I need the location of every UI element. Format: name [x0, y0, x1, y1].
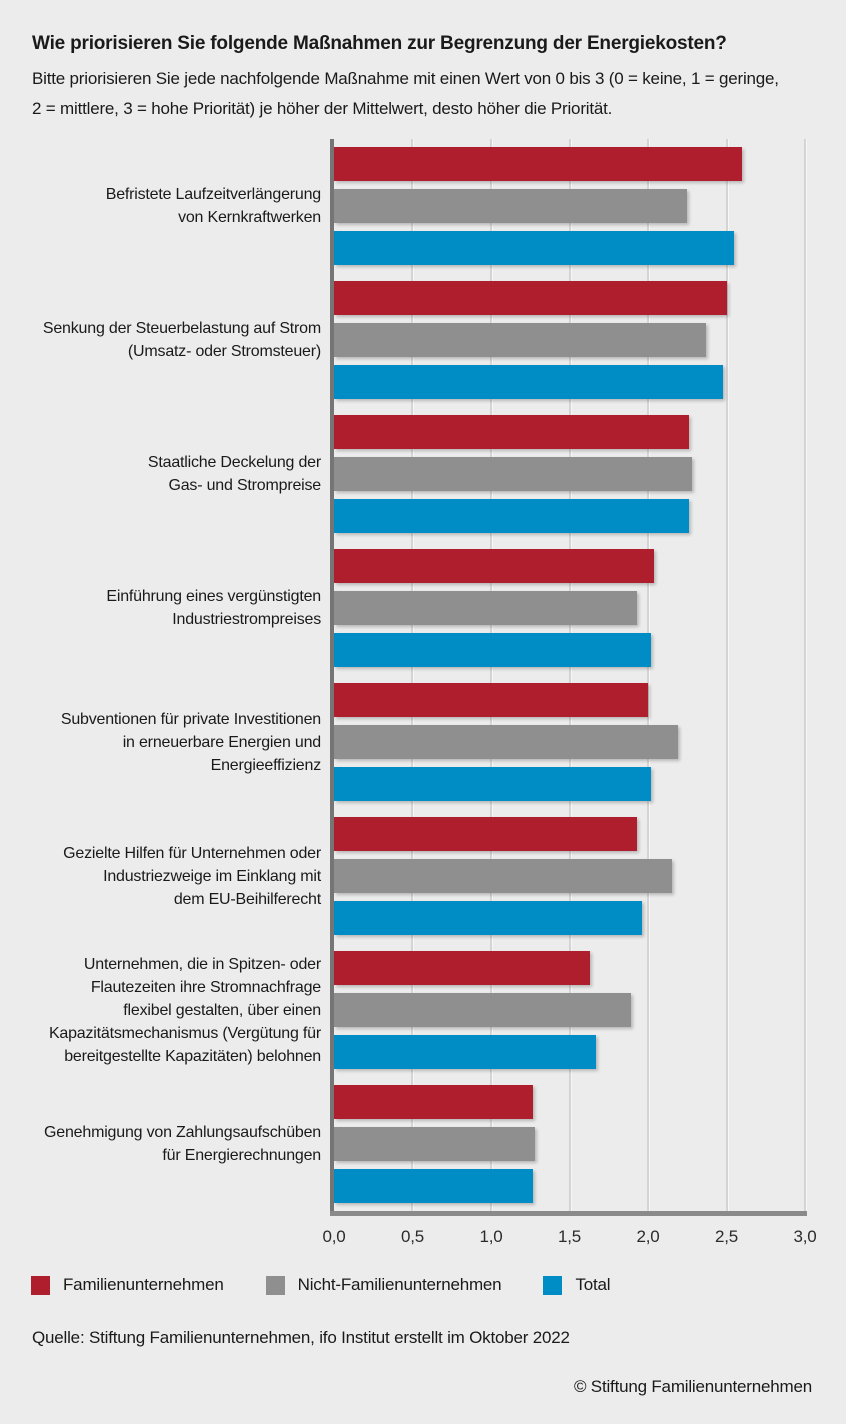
plot-wrap: 0,0 0,5 1,0 1,5 2,0 2,5 3,0 — [322, 139, 817, 1255]
source-note: Quelle: Stiftung Familienunternehmen, if… — [32, 1328, 570, 1347]
chart-subtitle: Bitte priorisieren Sie jede nachfolgende… — [32, 69, 779, 118]
bar-total — [334, 365, 724, 399]
category-label: Subventionen für private Investitionen i… — [60, 710, 321, 774]
bar-nicht-familienunternehmen — [334, 323, 707, 357]
copyright-note: © Stiftung Familienunternehmen — [573, 1377, 812, 1396]
category-label: Senkung der Steuerbelastung auf Strom (U… — [42, 320, 321, 360]
category-label: Genehmigung von Zahlungsaufschüben für E… — [44, 1124, 321, 1164]
legend-swatch-total — [543, 1275, 563, 1295]
bar-familienunternehmen — [334, 415, 689, 449]
bar-nicht-familienunternehmen — [334, 993, 631, 1027]
gridline — [646, 139, 650, 1211]
bar-group — [334, 1077, 805, 1211]
x-tick-label: 2,5 — [714, 1227, 739, 1246]
x-tick-label: 2,0 — [636, 1227, 660, 1246]
chart-header: Wie priorisieren Sie folgende Maßnahmen … — [0, 0, 846, 124]
plot-area — [330, 139, 807, 1216]
category-label: Unternehmen, die in Spitzen- oder Flaute… — [48, 955, 321, 1065]
bar-familienunternehmen — [334, 1085, 534, 1119]
legend: Familienunternehmen Nicht-Familienunterne… — [31, 1275, 846, 1295]
legend-item-nicht-familienunternehmen: Nicht-Familienunternehmen — [265, 1275, 502, 1295]
x-axis-tick-labels: 0,0 0,5 1,0 1,5 2,0 2,5 3,0 — [322, 1211, 816, 1255]
bar-group — [334, 943, 805, 1077]
legend-label-nicht-familienunternehmen: Nicht-Familienunternehmen — [297, 1275, 502, 1294]
gridline — [489, 139, 493, 1211]
chart-title: Wie priorisieren Sie folgende Maßnahmen … — [32, 33, 727, 54]
bar-chart: Befristete Laufzeitverlängerung von Kern… — [0, 139, 846, 1255]
bar-group — [334, 139, 805, 273]
category-label: Befristete Laufzeitverlängerung von Kern… — [105, 186, 321, 226]
x-tick-label: 1,0 — [479, 1227, 503, 1246]
bar-nicht-familienunternehmen — [334, 457, 692, 491]
bar-group — [334, 809, 805, 943]
bar-total — [334, 767, 652, 801]
bar-group — [334, 541, 805, 675]
x-tick-label: 1,5 — [557, 1227, 582, 1246]
x-tick-label: 0,5 — [400, 1227, 425, 1246]
category-labels-column: Befristete Laufzeitverlängerung von Kern… — [0, 139, 334, 1255]
bar-rows — [334, 139, 805, 1211]
gridline — [411, 139, 415, 1211]
bar-group — [334, 273, 805, 407]
bar-familienunternehmen — [334, 683, 648, 717]
gridline — [804, 139, 807, 1211]
gridline — [725, 139, 729, 1211]
bar-familienunternehmen — [334, 281, 727, 315]
x-tick-label: 0,0 — [322, 1227, 346, 1246]
legend-swatch-nicht-familienunternehmen — [265, 1275, 285, 1295]
bar-total — [334, 231, 735, 265]
bar-familienunternehmen — [334, 147, 743, 181]
x-tick-label: 3,0 — [793, 1227, 817, 1246]
bar-group — [334, 675, 805, 809]
legend-swatch-familienunternehmen — [31, 1275, 50, 1295]
legend-item-familienunternehmen: Familienunternehmen — [31, 1275, 224, 1295]
bar-nicht-familienunternehmen — [334, 1127, 535, 1161]
legend-label-familienunternehmen: Familienunternehmen — [63, 1275, 224, 1294]
bar-nicht-familienunternehmen — [334, 189, 688, 223]
y-axis-line — [330, 139, 334, 1216]
bar-familienunternehmen — [334, 817, 637, 851]
bar-total — [334, 901, 642, 935]
bar-nicht-familienunternehmen — [334, 725, 678, 759]
gridline — [568, 139, 572, 1211]
bar-total — [334, 499, 689, 533]
category-label: Gezielte Hilfen für Unternehmen oder Ind… — [63, 844, 321, 908]
bar-total — [334, 1035, 597, 1069]
legend-label-total: Total — [575, 1275, 611, 1294]
bar-total — [334, 1169, 534, 1203]
bar-familienunternehmen — [334, 951, 590, 985]
category-label: Staatliche Deckelung der Gas- und Stromp… — [147, 454, 321, 494]
bar-total — [334, 633, 652, 667]
legend-item-total: Total — [543, 1275, 611, 1295]
bar-group — [334, 407, 805, 541]
category-label: Einführung eines vergünstigten Industrie… — [106, 588, 321, 628]
x-axis-line — [330, 1211, 807, 1216]
bar-nicht-familienunternehmen — [334, 591, 637, 625]
bar-nicht-familienunternehmen — [334, 859, 672, 893]
bar-familienunternehmen — [334, 549, 655, 583]
